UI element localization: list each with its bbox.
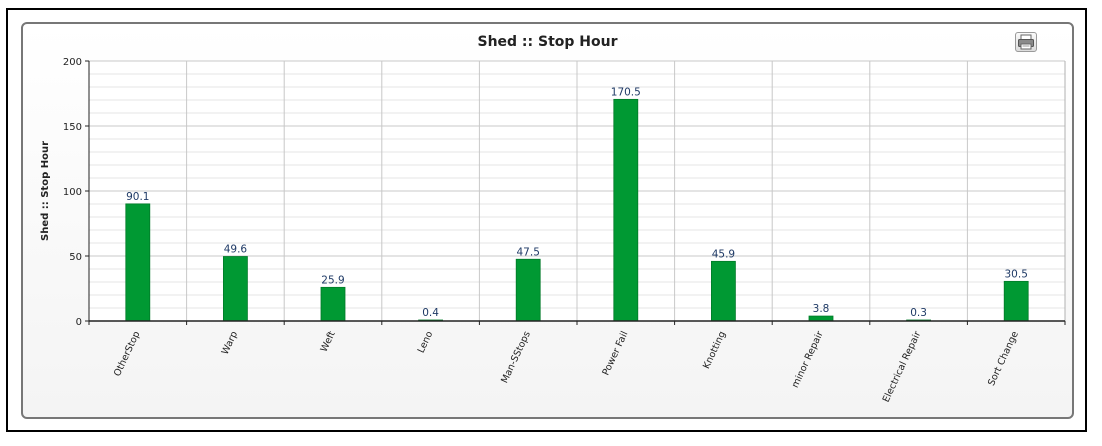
bar [711, 260, 736, 322]
x-tick-label: minor Repair [790, 330, 826, 390]
bar [320, 286, 346, 322]
data-label: 3.8 [813, 303, 830, 315]
x-tick-label: Man-SStops [499, 330, 533, 385]
grid-layer [89, 60, 1066, 322]
data-label: 49.6 [224, 244, 248, 256]
printer-icon [1018, 34, 1034, 50]
bar [222, 256, 248, 322]
data-label: 45.9 [712, 248, 735, 260]
data-label: 170.5 [611, 86, 641, 98]
x-tick-label: Electrical Repair [881, 330, 924, 405]
bar [1003, 280, 1029, 322]
y-tick-label: 50 [69, 252, 82, 263]
y-tick-label: 0 [76, 317, 82, 328]
data-label: 0.3 [910, 307, 927, 319]
print-button[interactable] [1015, 32, 1037, 52]
bar [125, 203, 151, 322]
x-tick-label: Warp [220, 330, 240, 357]
data-label: 25.9 [321, 274, 344, 286]
x-tick-label: Power Fail [601, 330, 631, 378]
data-label: 0.4 [422, 307, 439, 319]
y-tick-label: 100 [63, 187, 82, 198]
data-label: 47.5 [517, 246, 540, 258]
x-tick-label: Weft [319, 329, 338, 353]
y-axis-title: Shed :: Stop Hour [40, 141, 51, 241]
bar [613, 98, 639, 322]
bar [515, 258, 541, 322]
y-tick-label: 150 [63, 122, 82, 133]
data-label: 30.5 [1005, 268, 1028, 280]
y-tick-label: 200 [63, 57, 82, 68]
x-tick-label: Knotting [701, 330, 728, 371]
bar-layer: 90.1 49.6 25.9 0.4 47.5 170.5 45.9 3.8 0.3 30.5 [125, 86, 1029, 322]
x-tick-label: OtherStop [112, 330, 142, 379]
x-tick-label: Leno [416, 329, 436, 354]
data-label: 90.1 [126, 191, 149, 203]
x-tick-label: Sort Change [986, 329, 1021, 387]
chart-title: Shed :: Stop Hour [477, 34, 618, 50]
